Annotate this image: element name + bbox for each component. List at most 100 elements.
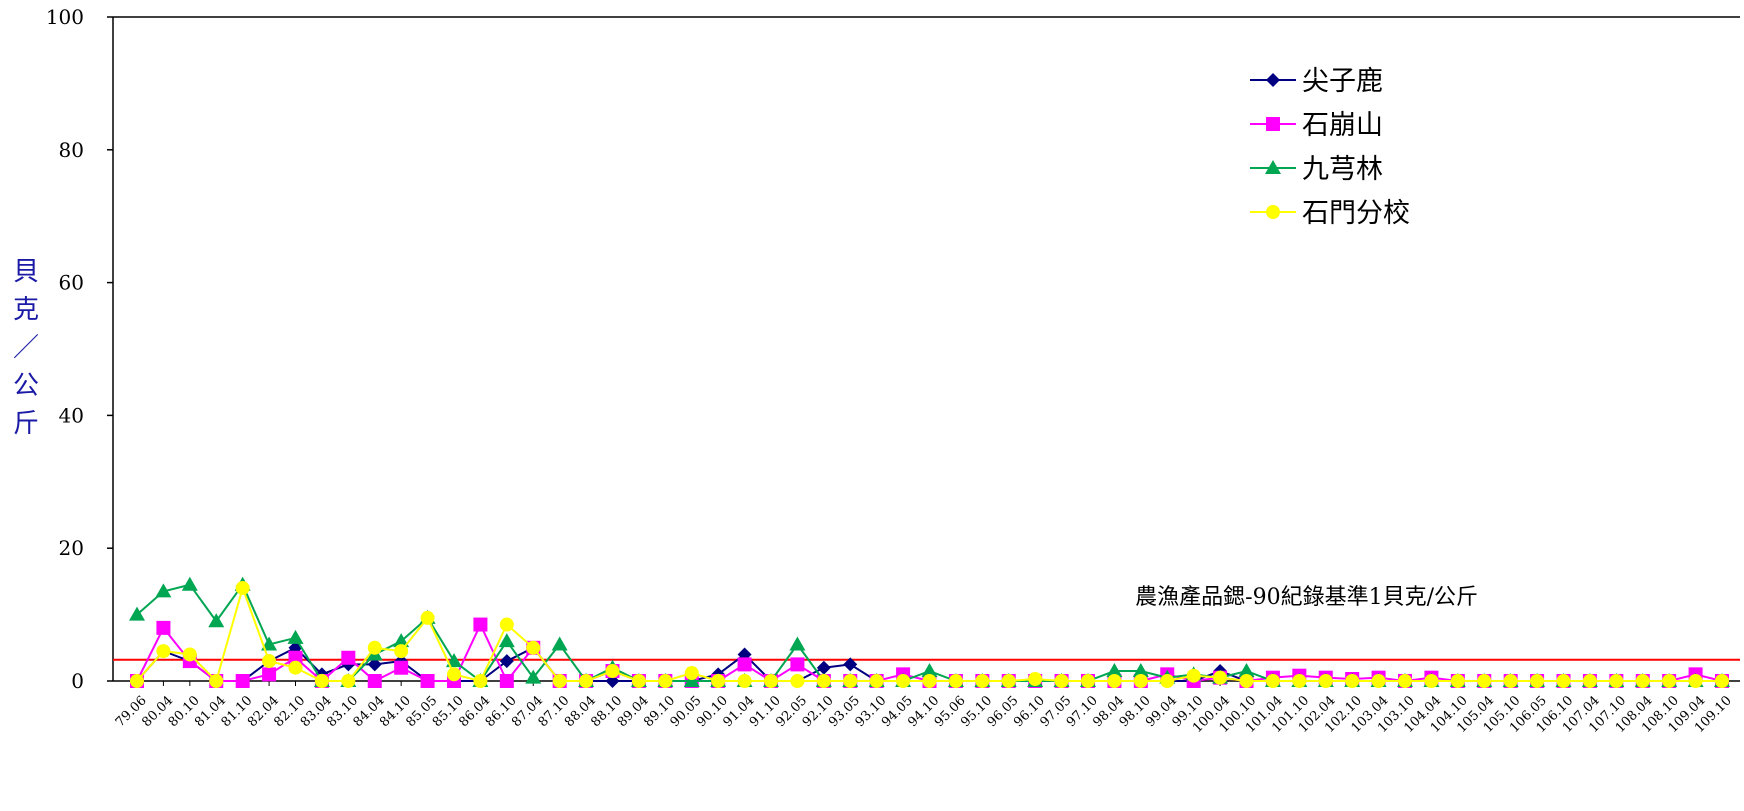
- data-point: [1133, 674, 1148, 688]
- data-point: [552, 674, 567, 688]
- data-point: [631, 674, 646, 688]
- data-point: [498, 633, 515, 648]
- y-tick-label: 60: [59, 271, 84, 295]
- legend-item: 石崩山: [1250, 110, 1383, 141]
- data-point: [843, 657, 858, 672]
- data-point: [975, 674, 990, 688]
- data-point: [130, 674, 144, 688]
- data-point: [341, 650, 356, 665]
- data-point: [551, 636, 568, 651]
- data-point: [1424, 674, 1439, 688]
- data-point: [816, 660, 831, 675]
- data-point: [1160, 674, 1175, 688]
- series-4: [130, 581, 1729, 688]
- legend-item: 九芎林: [1250, 154, 1383, 185]
- data-point: [287, 629, 304, 644]
- y-label-char: 斤: [13, 409, 39, 439]
- legend-marker: [1265, 160, 1281, 174]
- series-3: [129, 576, 1730, 687]
- data-point: [182, 647, 197, 662]
- data-point: [658, 674, 673, 688]
- data-point: [1635, 674, 1650, 688]
- legend-label: 九芎林: [1302, 154, 1383, 185]
- data-point: [1238, 663, 1255, 678]
- data-point: [499, 654, 514, 669]
- data-point: [896, 674, 911, 688]
- data-point: [605, 664, 620, 679]
- data-point: [1503, 674, 1518, 688]
- data-point: [526, 640, 541, 655]
- legend-label: 石門分校: [1302, 198, 1410, 229]
- data-point: [1715, 674, 1729, 688]
- data-point: [1081, 674, 1095, 688]
- data-point: [790, 674, 805, 688]
- data-point: [1028, 672, 1043, 687]
- data-point: [181, 576, 198, 591]
- data-point: [499, 674, 514, 688]
- legend-marker: [1266, 117, 1280, 131]
- data-point: [499, 617, 514, 632]
- data-point: [1106, 663, 1123, 678]
- y-label-char: 克: [13, 295, 39, 325]
- x-tick-labels: 79.0680.0480.1081.0481.1082.0482.1083.04…: [113, 681, 1735, 736]
- data-point: [790, 657, 805, 672]
- y-tick-label: 100: [46, 5, 84, 29]
- data-point: [447, 667, 461, 682]
- data-point: [314, 674, 329, 688]
- data-point: [843, 674, 858, 688]
- data-point: [262, 654, 277, 669]
- data-point: [1345, 674, 1360, 688]
- data-point: [367, 657, 382, 672]
- y-axis-label: 貝克 ／ 公斤: [13, 257, 39, 439]
- data-point: [235, 581, 250, 596]
- y-label-char: 貝: [13, 257, 39, 287]
- data-point: [1371, 674, 1386, 688]
- data-point: [684, 666, 699, 681]
- data-point: [261, 636, 278, 651]
- data-point: [1292, 674, 1307, 688]
- data-point: [341, 674, 356, 688]
- data-point: [1318, 674, 1333, 688]
- data-point: [1001, 674, 1016, 688]
- data-point: [473, 674, 488, 688]
- data-point: [1582, 674, 1597, 688]
- y-tick-label: 20: [59, 536, 84, 560]
- data-point: [579, 674, 594, 688]
- data-point: [1688, 674, 1703, 688]
- series-group: [129, 576, 1730, 688]
- data-point: [764, 674, 778, 688]
- data-point: [393, 633, 410, 648]
- data-point: [1132, 663, 1149, 678]
- data-point: [1186, 668, 1201, 683]
- y-tick-label: 40: [59, 403, 84, 427]
- data-point: [129, 606, 145, 621]
- data-point: [420, 610, 435, 625]
- data-point: [1054, 674, 1069, 688]
- legend-marker: [1266, 205, 1280, 219]
- legend-item: 尖子鹿: [1250, 66, 1383, 97]
- data-point: [737, 674, 752, 688]
- data-point: [288, 660, 303, 675]
- data-point: [1239, 674, 1254, 688]
- legend-marker: [1266, 73, 1280, 87]
- data-point: [473, 617, 488, 632]
- data-point: [156, 644, 171, 659]
- legend-label: 尖子鹿: [1302, 66, 1383, 97]
- data-point: [209, 674, 224, 688]
- data-point: [155, 583, 172, 598]
- data-point: [869, 674, 884, 688]
- data-point: [921, 663, 938, 678]
- data-point: [156, 620, 171, 635]
- data-point: [1213, 670, 1228, 685]
- data-point: [394, 660, 409, 675]
- data-point: [1556, 674, 1571, 688]
- data-point: [367, 674, 382, 688]
- data-point: [394, 644, 409, 659]
- reference-annotation: 農漁產品鍶-90紀錄基準1貝克/公斤: [1135, 585, 1478, 610]
- data-point: [1265, 674, 1280, 688]
- data-point: [1530, 674, 1545, 688]
- y-label-char: ／: [13, 333, 39, 363]
- data-point: [288, 650, 303, 665]
- data-point: [367, 640, 382, 655]
